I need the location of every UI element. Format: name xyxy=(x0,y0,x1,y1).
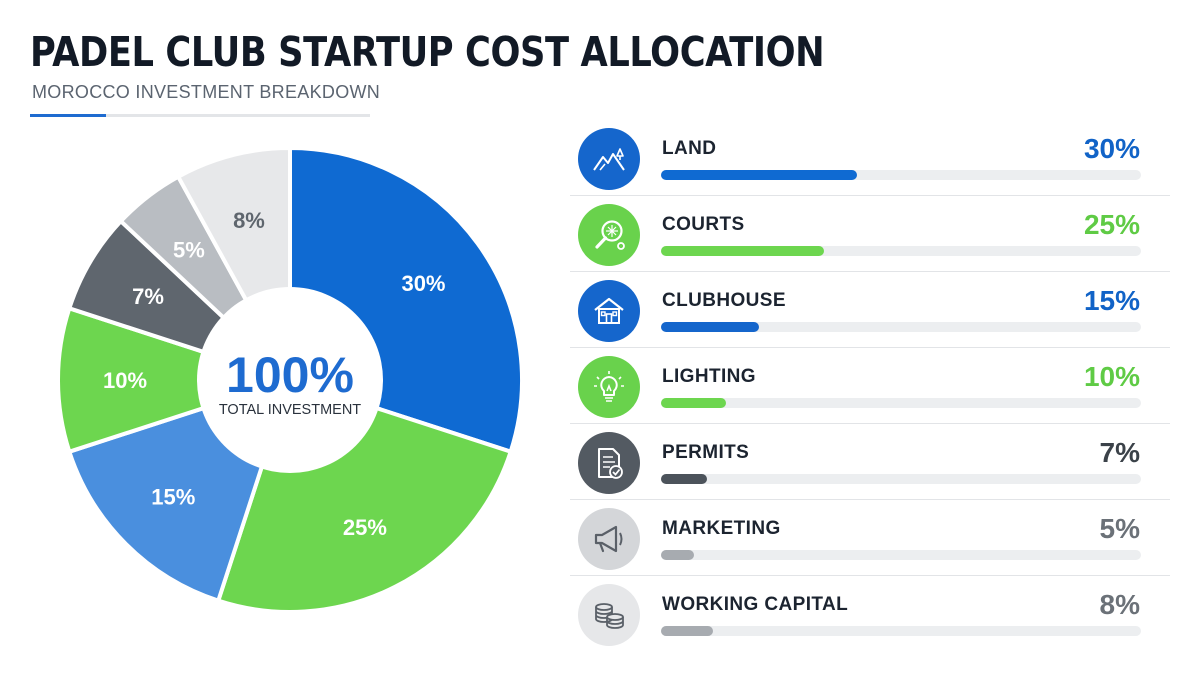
breakdown-percent: 8% xyxy=(1099,589,1140,620)
title-underline-accent xyxy=(30,114,106,117)
breakdown-label: COURTS xyxy=(662,214,745,235)
padel-racket-icon xyxy=(578,204,640,266)
breakdown-bar-fill xyxy=(661,246,825,256)
breakdown-percent: 25% xyxy=(1083,209,1140,240)
breakdown-bar-fill xyxy=(661,170,857,180)
breakdown-label: PERMITS xyxy=(662,442,750,463)
pie-slice-labels: 30% 25% 15% 10% 7% 5% 8% xyxy=(103,208,446,540)
donut-chart: 30% 25% 15% 10% 7% 5% 8% 100% TOTAL INVESTMENT xyxy=(56,146,524,614)
house-icon xyxy=(578,280,640,342)
total-caption: TOTAL INVESTMENT xyxy=(219,402,361,418)
breakdown-row-land: LAND 30% xyxy=(570,120,1170,196)
breakdown-label: LIGHTING xyxy=(662,366,756,387)
title-underline xyxy=(30,114,370,117)
slice-label-clubhouse: 15% xyxy=(151,485,195,510)
lightbulb-icon xyxy=(578,356,640,418)
breakdown-label: MARKETING xyxy=(662,518,781,539)
slice-label-working-capital: 8% xyxy=(233,208,265,233)
landscape-icon xyxy=(578,128,640,190)
breakdown-percent: 10% xyxy=(1083,361,1140,392)
document-check-icon xyxy=(578,432,640,494)
breakdown-bar-track xyxy=(661,322,1141,332)
slice-label-permits: 7% xyxy=(132,284,164,309)
breakdown-label: LAND xyxy=(662,138,717,159)
breakdown-bar-track xyxy=(661,246,1141,256)
breakdown-bar-track xyxy=(661,398,1141,408)
total-value: 100% xyxy=(226,347,354,403)
slice-label-lighting: 10% xyxy=(103,368,147,393)
donut-center xyxy=(197,287,383,473)
breakdown-bar-track xyxy=(661,626,1141,636)
breakdown-percent: 5% xyxy=(1099,513,1140,544)
breakdown-bar-track xyxy=(661,170,1141,180)
megaphone-icon xyxy=(578,508,640,570)
breakdown-bar-fill xyxy=(661,398,727,408)
slice-label-marketing: 5% xyxy=(173,238,205,263)
breakdown-bar-fill xyxy=(661,550,694,560)
page-subtitle: MOROCCO INVESTMENT BREAKDOWN xyxy=(32,82,381,102)
breakdown-row-marketing: MARKETING 5% xyxy=(570,500,1170,576)
breakdown-row-courts: COURTS 25% xyxy=(570,196,1170,272)
breakdown-bar-fill xyxy=(661,474,707,484)
breakdown-list: LAND 30% COURTS 25% CLUBHOUSE 15% LIGHTING 10% P… xyxy=(570,120,1170,651)
breakdown-label: CLUBHOUSE xyxy=(662,290,786,311)
page-title: PADEL CLUB STARTUP COST ALLOCATION xyxy=(30,28,825,76)
breakdown-percent: 15% xyxy=(1083,285,1140,316)
breakdown-percent: 7% xyxy=(1099,437,1140,468)
breakdown-label: WORKING CAPITAL xyxy=(662,594,849,615)
breakdown-percent: 30% xyxy=(1083,133,1140,164)
breakdown-row-working-capital: WORKING CAPITAL 8% xyxy=(570,576,1170,651)
breakdown-row-lighting: LIGHTING 10% xyxy=(570,348,1170,424)
slice-label-land: 30% xyxy=(401,271,445,296)
pie-slice-lighting xyxy=(56,306,292,454)
breakdown-row-permits: PERMITS 7% xyxy=(570,424,1170,500)
coins-icon xyxy=(578,584,640,646)
breakdown-bar-fill xyxy=(661,626,714,636)
breakdown-bar-fill xyxy=(661,322,759,332)
slice-label-courts: 25% xyxy=(343,515,387,540)
breakdown-row-clubhouse: CLUBHOUSE 15% xyxy=(570,272,1170,348)
breakdown-bar-track xyxy=(661,550,1141,560)
breakdown-bar-track xyxy=(661,474,1141,484)
